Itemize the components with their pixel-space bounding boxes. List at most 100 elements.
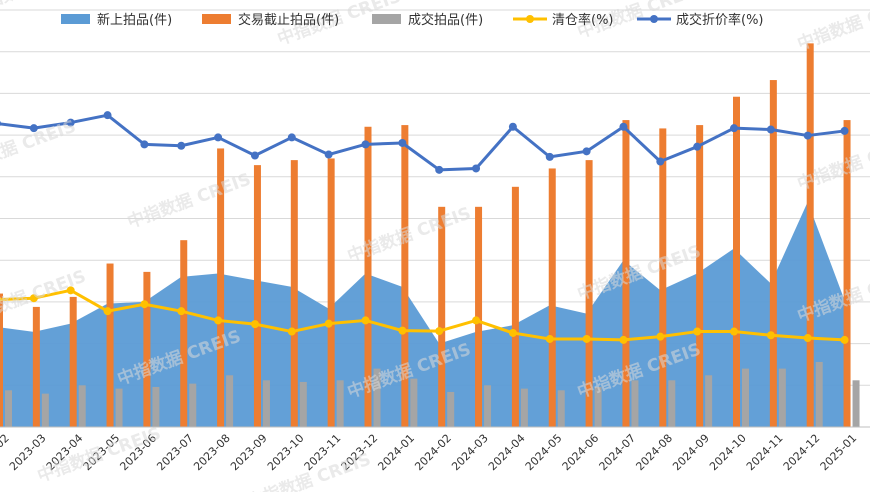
line-clearance-rate	[0, 288, 845, 342]
point-discount-rate	[287, 133, 296, 142]
watermark-text: 中指数据 CREIS	[795, 131, 870, 195]
x-tick-label: 2024-07	[597, 432, 639, 474]
legend: 新上拍品(件) 交易截止拍品(件) 成交拍品(件) 清仓率(%) 成交折价率(%)	[61, 12, 764, 28]
line-series-layer	[0, 111, 849, 344]
point-discount-rate	[582, 147, 591, 156]
bar-closed-lots	[843, 120, 851, 427]
point-clearance-rate	[250, 320, 259, 329]
point-clearance-rate	[582, 334, 591, 343]
point-clearance-rate	[66, 286, 75, 295]
bar-sold-lots	[852, 380, 860, 427]
watermark-text: 中指数据 CREIS	[245, 449, 374, 492]
bar-sold-lots	[41, 393, 49, 427]
point-clearance-rate	[508, 328, 517, 337]
bar-closed-lots	[217, 148, 225, 427]
point-discount-rate	[398, 138, 407, 147]
point-discount-rate	[250, 151, 259, 160]
bar-closed-lots	[548, 168, 556, 427]
x-tick-label: 2024-03	[449, 432, 491, 474]
bar-sold-lots	[631, 380, 639, 427]
x-tick-label: 2023-10	[265, 432, 307, 474]
x-tick-label: 2024-11	[744, 432, 786, 474]
point-discount-rate	[103, 111, 112, 120]
bar-closed-lots	[511, 186, 519, 427]
point-clearance-rate	[29, 294, 38, 303]
bar-sold-lots	[447, 391, 455, 427]
legend-marker	[526, 15, 534, 23]
bar-sold-lots	[189, 383, 197, 427]
point-clearance-rate	[693, 327, 702, 336]
area-series-new-listings	[0, 201, 845, 427]
point-discount-rate	[177, 141, 186, 150]
x-tick-label: 2024-01	[375, 432, 417, 474]
bar-sold-lots	[5, 390, 12, 427]
legend-swatch	[61, 14, 90, 24]
bar-sold-lots	[705, 375, 713, 427]
point-clearance-rate	[803, 334, 812, 343]
point-clearance-rate	[140, 300, 149, 309]
point-discount-rate	[472, 164, 481, 173]
point-discount-rate	[803, 131, 812, 140]
bar-sold-lots	[262, 380, 270, 427]
watermark-text: 中指数据 CREIS	[125, 169, 254, 233]
bar-closed-lots	[475, 206, 483, 427]
bar-closed-lots	[180, 240, 188, 427]
bar-closed-lots	[696, 125, 704, 427]
point-clearance-rate	[840, 335, 849, 344]
legend-label: 交易截止拍品(件)	[238, 12, 339, 28]
bar-sold-lots	[336, 380, 344, 427]
point-discount-rate	[730, 124, 738, 133]
point-discount-rate	[619, 122, 628, 131]
area-series-layer	[0, 201, 845, 427]
point-clearance-rate	[472, 316, 481, 325]
bar-sold-lots	[520, 388, 528, 427]
point-clearance-rate	[0, 296, 1, 303]
bar-sold-lots	[778, 368, 786, 427]
bar-sold-lots	[226, 375, 234, 427]
x-tick-label: 2024-08	[633, 432, 675, 474]
legend-label: 成交拍品(件)	[408, 12, 483, 28]
bar-closed-lots	[106, 263, 114, 427]
point-clearance-rate	[656, 332, 665, 341]
bar-closed-lots	[401, 125, 409, 427]
bar-closed-lots	[32, 306, 40, 427]
point-discount-rate	[693, 142, 702, 151]
bar-closed-lots	[769, 80, 777, 427]
point-discount-rate	[0, 120, 1, 127]
bar-sold-lots	[484, 385, 492, 427]
x-tick-label: 2024-12	[781, 432, 823, 474]
bar-closed-lots	[327, 158, 335, 427]
point-clearance-rate	[545, 334, 554, 343]
bar-closed-lots	[806, 43, 814, 428]
bar-closed-lots	[69, 296, 77, 427]
line-discount-rate	[0, 113, 845, 172]
point-clearance-rate	[619, 335, 628, 344]
watermark-text: 中指数据 CREIS	[345, 203, 474, 267]
legend-label: 成交折价率(%)	[676, 12, 764, 28]
bar-closed-lots	[585, 160, 593, 427]
point-discount-rate	[66, 118, 75, 127]
point-discount-rate	[766, 125, 775, 134]
point-clearance-rate	[435, 327, 444, 336]
bar-sold-lots	[742, 368, 749, 427]
point-clearance-rate	[287, 327, 296, 336]
bar-closed-lots	[290, 160, 298, 427]
x-tick-label: 2024-05	[523, 432, 565, 474]
point-clearance-rate	[398, 326, 407, 335]
legend-swatch	[372, 14, 401, 24]
bar-sold-lots	[152, 386, 160, 427]
bar-series-layer	[0, 43, 860, 428]
bar-sold-lots	[410, 378, 418, 427]
point-discount-rate	[545, 152, 554, 161]
bar-closed-lots	[143, 271, 151, 427]
bar-sold-lots	[815, 361, 823, 427]
point-clearance-rate	[361, 316, 370, 325]
point-clearance-rate	[766, 331, 775, 340]
point-discount-rate	[29, 124, 38, 133]
bar-sold-lots	[557, 390, 565, 427]
x-tick-label: 2023-08	[191, 432, 233, 474]
legend-marker	[650, 15, 658, 23]
x-tick-label: 2024-10	[707, 432, 749, 474]
bar-sold-lots	[594, 386, 602, 427]
